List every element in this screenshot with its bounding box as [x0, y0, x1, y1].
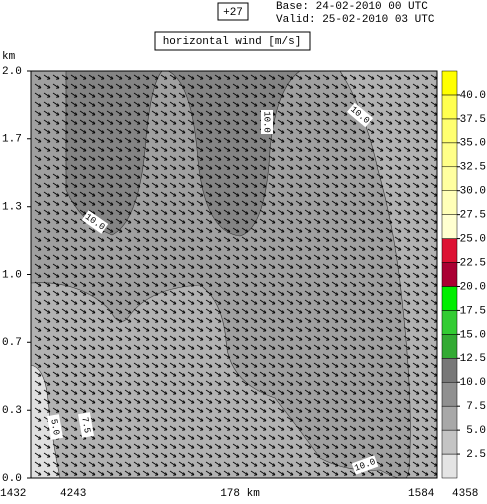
contour-label-box	[81, 210, 109, 234]
contour-label-text: 10.0	[262, 111, 272, 133]
contour-field	[31, 71, 437, 478]
colorbar-band	[441, 310, 458, 335]
colorbar-band	[441, 190, 458, 215]
y-tick-label: 0.7	[2, 337, 22, 349]
y-tick-label: 1.0	[2, 269, 22, 281]
y-tick-label: 1.3	[2, 202, 22, 214]
forecast-step: +27	[223, 7, 243, 19]
colorbar-tick-label: 20.0	[460, 281, 486, 293]
contour-region	[31, 364, 61, 478]
contour-label-box	[351, 455, 379, 475]
colorbar-band	[441, 94, 458, 120]
colorbar-tick-label: 17.5	[460, 305, 486, 317]
contour-label-text: 5.0	[48, 418, 61, 436]
wind-arrows	[34, 74, 437, 476]
contour-label-box	[47, 414, 63, 440]
colorbar-tick-label: 12.5	[460, 353, 486, 365]
colorbar-band	[441, 70, 458, 96]
colorbar-band	[441, 358, 458, 383]
valid-time: Valid: 25-02-2010 03 UTC	[276, 14, 435, 26]
colorbar-tick-label: 30.0	[460, 186, 486, 198]
contour-label: 5.0	[47, 414, 63, 440]
contour-label: 10.0	[261, 110, 273, 134]
colorbar-band	[441, 166, 458, 191]
colorbar-band	[441, 429, 458, 455]
x-label: 4358	[452, 488, 478, 499]
y-axis-label: km	[2, 51, 16, 63]
step-box	[217, 2, 249, 21]
x-label: 178 km	[220, 488, 260, 499]
colorbar-tick-label: 32.5	[460, 162, 486, 174]
colorbar-tick-label: 37.5	[460, 114, 486, 126]
y-tick-label: 0.3	[2, 405, 22, 417]
title-box	[154, 31, 311, 51]
colorbar-tick-label: 15.0	[460, 329, 486, 341]
colorbar-tick-label: 7.5	[466, 401, 486, 413]
colorbar-tick-label: 35.0	[460, 138, 486, 150]
colorbar-tick-label: 25.0	[460, 233, 486, 245]
y-tick-label: 2.0	[2, 66, 22, 78]
colorbar-band	[441, 453, 458, 479]
colorbar-tick-label: 27.5	[460, 210, 486, 222]
y-tick-label: 1.7	[2, 134, 22, 146]
base-time: Base: 24-02-2010 00 UTC	[276, 1, 428, 13]
x-label: 4243	[60, 488, 86, 499]
colorbar-band	[441, 118, 458, 144]
contour-label-box	[261, 110, 273, 134]
colorbar-tick-label: 40.0	[460, 90, 486, 102]
colorbar-tick-label: 5.0	[466, 425, 486, 437]
contour-label-text: 7.5	[79, 416, 92, 434]
colorbar-tick-label: 22.5	[460, 257, 486, 269]
y-tick-label: 0.0	[2, 473, 22, 485]
colorbar-band	[441, 238, 458, 263]
colorbar-band	[441, 262, 458, 287]
x-label: 1432	[0, 488, 26, 499]
chart-title: horizontal wind [m/s]	[163, 36, 302, 48]
colorbar-band	[441, 142, 458, 168]
colorbar-tick-label: 2.5	[466, 449, 486, 461]
x-label: 1584	[408, 488, 435, 499]
colorbar-band	[441, 334, 458, 359]
contour-label-box	[346, 102, 374, 128]
contour-label-box	[78, 412, 94, 438]
contour-label: 7.5	[78, 412, 94, 438]
colorbar-band	[441, 214, 458, 239]
colorbar-band	[441, 405, 458, 431]
colorbar-tick-label: 10.0	[460, 377, 486, 389]
colorbar-band	[441, 381, 458, 407]
colorbar-band	[441, 286, 458, 311]
